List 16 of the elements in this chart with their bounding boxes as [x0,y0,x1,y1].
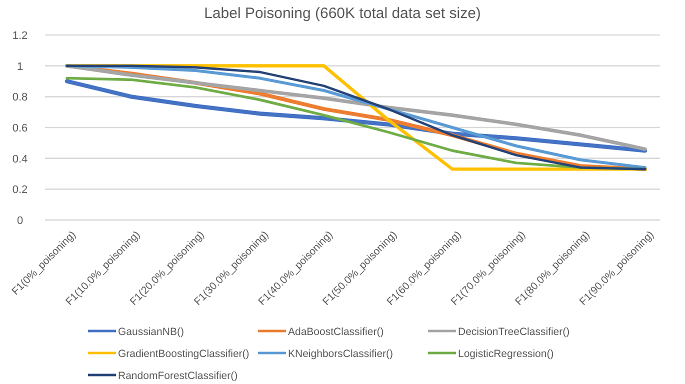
chart-title: Label Poisoning (660K total data set size) [204,5,481,22]
legend-label: KNeighborsClassifier() [288,348,394,360]
y-tick-label: 0.6 [12,122,28,134]
legend-label: LogisticRegression() [458,348,554,360]
legend-label: GradientBoostingClassifier() [118,348,250,360]
line-series [65,64,647,151]
y-tick-label: 0.4 [12,153,28,166]
y-tick-label: 0.8 [12,92,28,104]
legend-label: GaussianNB() [118,326,184,338]
legend-label: DecisionTreeClassifier() [458,326,570,338]
y-tick-label: 1.2 [12,30,28,42]
legend-label: AdaBoostClassifier() [288,326,384,338]
y-tick-label: 0 [16,215,24,227]
legend-label: RandomForestClassifier() [118,370,238,382]
y-tick-label: 0.2 [12,184,28,196]
y-tick-label: 1 [16,60,24,73]
